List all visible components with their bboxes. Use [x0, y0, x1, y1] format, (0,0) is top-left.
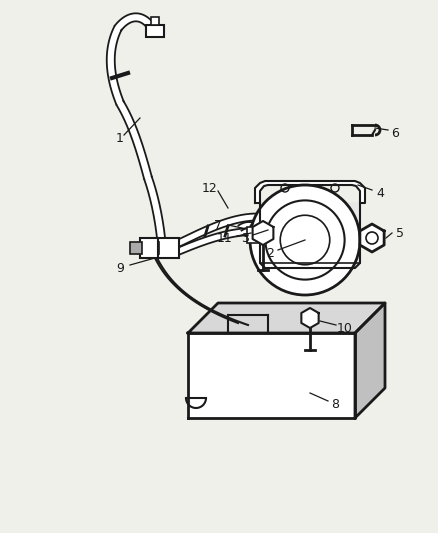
Bar: [148, 242, 159, 254]
Bar: [247, 227, 258, 243]
Circle shape: [249, 185, 359, 295]
Text: 7: 7: [213, 219, 222, 231]
Polygon shape: [238, 222, 267, 240]
Polygon shape: [267, 214, 297, 229]
Text: 6: 6: [390, 126, 398, 140]
Bar: [140, 238, 158, 258]
Polygon shape: [187, 333, 354, 418]
Bar: [146, 25, 164, 37]
Polygon shape: [252, 221, 273, 245]
Text: 2: 2: [265, 246, 273, 260]
Polygon shape: [177, 228, 265, 254]
Polygon shape: [300, 308, 318, 328]
Bar: [157, 238, 179, 258]
Polygon shape: [263, 227, 297, 241]
Polygon shape: [254, 181, 364, 203]
Bar: [130, 242, 141, 254]
Text: 1: 1: [116, 132, 124, 144]
Text: 10: 10: [336, 321, 352, 335]
Text: 12: 12: [201, 182, 217, 195]
Bar: [151, 17, 159, 25]
Text: 3: 3: [240, 231, 248, 245]
Polygon shape: [144, 176, 166, 248]
Polygon shape: [115, 13, 158, 35]
Polygon shape: [177, 214, 268, 246]
Text: 5: 5: [395, 227, 403, 239]
Text: 8: 8: [330, 399, 338, 411]
Text: 11: 11: [217, 231, 232, 245]
Polygon shape: [354, 303, 384, 418]
Text: 9: 9: [116, 262, 124, 274]
Polygon shape: [187, 303, 384, 333]
Polygon shape: [359, 224, 383, 252]
Text: 4: 4: [375, 187, 383, 199]
Polygon shape: [259, 203, 359, 268]
Polygon shape: [106, 26, 124, 104]
Polygon shape: [117, 101, 152, 179]
